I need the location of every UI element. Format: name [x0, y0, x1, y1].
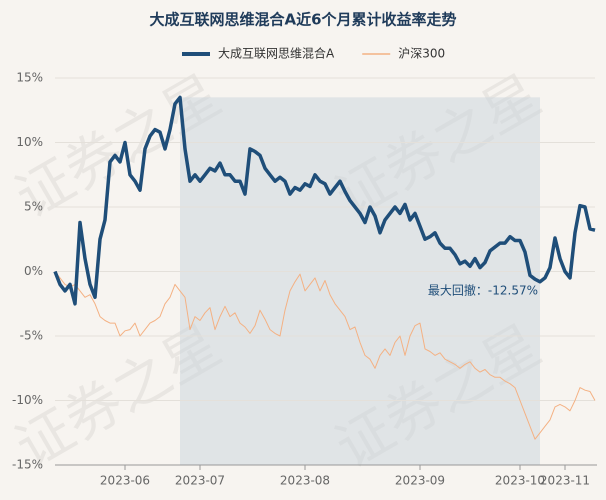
y-tick-label: -15%	[12, 458, 43, 472]
series-line	[54, 271, 596, 440]
y-tick-label: 5%	[24, 200, 43, 214]
x-tick-label: 2023-08	[280, 474, 330, 488]
y-tick-label: 10%	[16, 135, 43, 149]
y-tick-label: 0%	[24, 264, 43, 278]
x-tick-label: 2023-11	[540, 474, 590, 488]
drawdown-area	[180, 97, 540, 465]
y-tick-label: -10%	[12, 393, 43, 407]
legend-label: 沪深300	[398, 47, 445, 61]
x-tick-label: 2023-06	[100, 474, 150, 488]
y-tick-label: 15%	[16, 71, 43, 85]
y-tick-label: -5%	[20, 329, 43, 343]
x-tick-label: 2023-10	[495, 474, 545, 488]
annotation: 最大回撤：-12.57%	[428, 283, 538, 298]
legend-label: 大成互联网思维混合A	[218, 46, 335, 61]
series-line	[53, 95, 596, 306]
chart-title: 大成互联网思维混合A近6个月累计收益率走势	[149, 11, 456, 29]
x-tick-label: 2023-09	[395, 474, 445, 488]
x-tick-label: 2023-07	[175, 474, 225, 488]
